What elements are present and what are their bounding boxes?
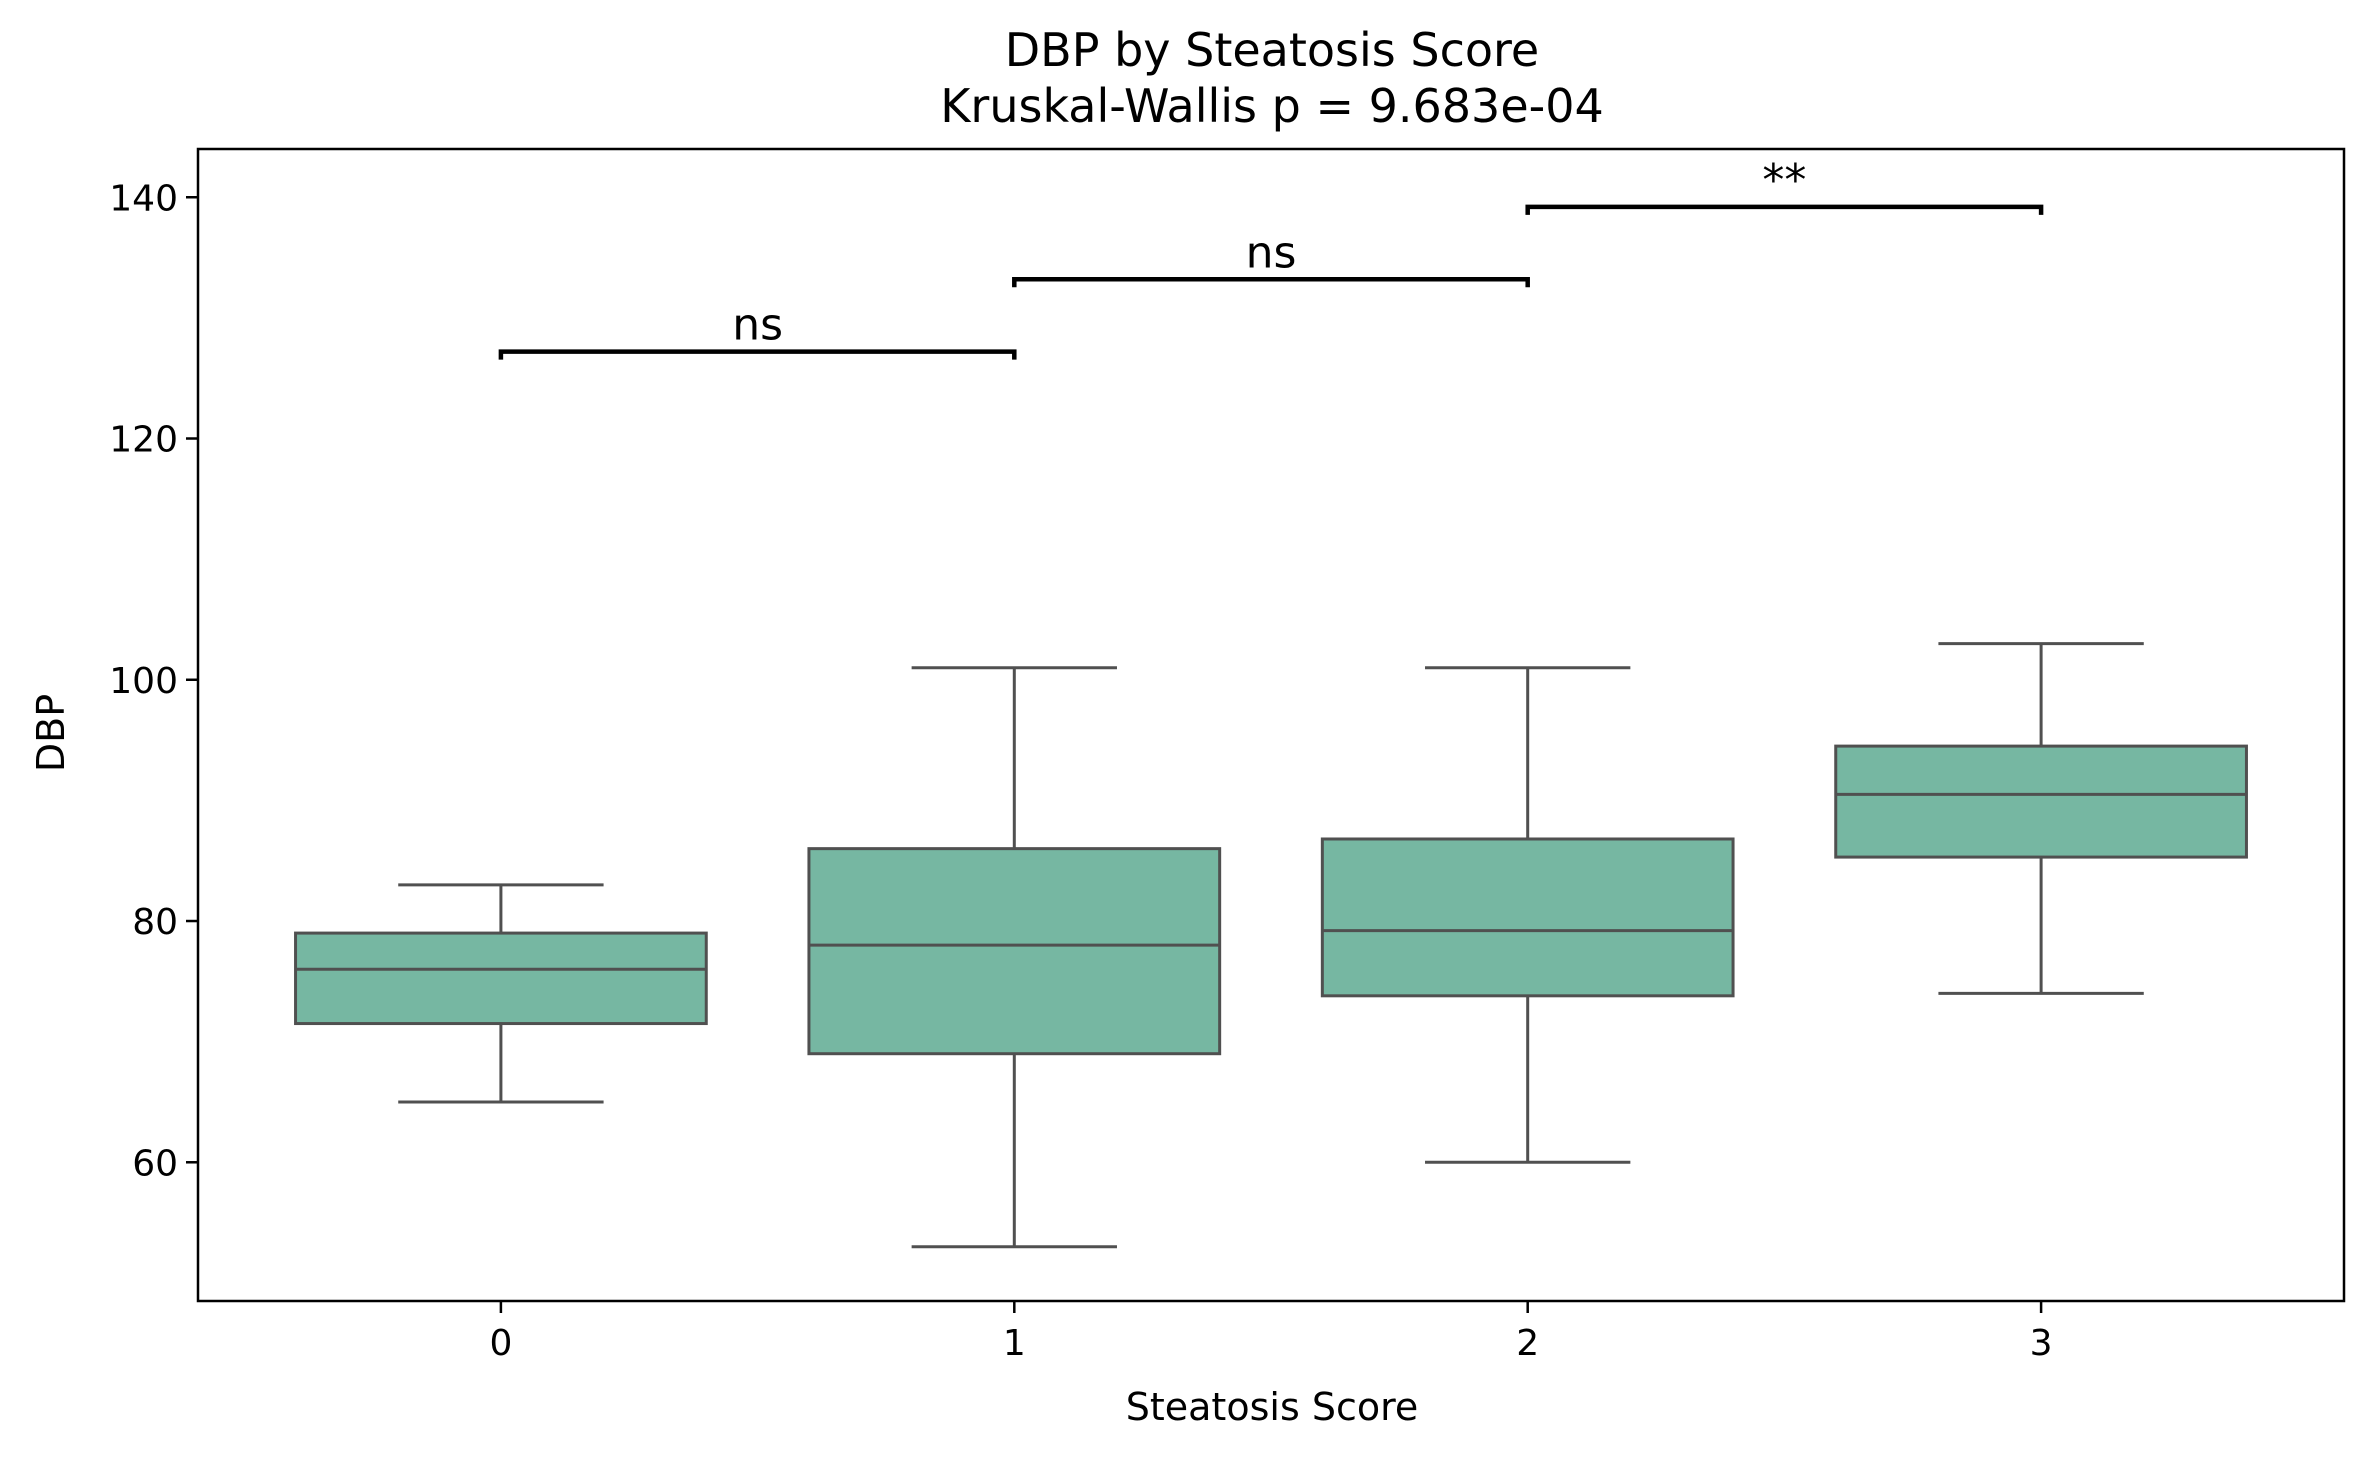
significance-label: ns <box>732 300 783 351</box>
box-iqr <box>1320 837 1735 998</box>
y-tick-label: 100 <box>109 661 178 702</box>
significance-label: ns <box>1246 227 1297 278</box>
x-tick-label: 2 <box>1516 1323 1539 1364</box>
chart-title: DBP by Steatosis Score <box>1005 23 1539 77</box>
y-tick-label: 60 <box>132 1143 178 1184</box>
x-tick-label: 3 <box>2030 1323 2053 1364</box>
plot-frame <box>196 147 2346 1303</box>
y-tick-label: 80 <box>132 902 178 943</box>
significance-label: ** <box>1762 155 1806 206</box>
x-tick-label: 1 <box>1003 1323 1026 1364</box>
box-iqr <box>807 847 1222 1056</box>
box-iqr <box>294 931 708 1026</box>
box-iqr <box>1834 744 2248 859</box>
x-tick-label: 0 <box>489 1323 512 1364</box>
significance-bracket <box>1012 277 1530 288</box>
plot-area: 60 80 100 120 140 0 1 2 3 ns ns ** <box>109 155 2248 1364</box>
x-axis-label: Steatosis Score <box>1126 1385 1419 1429</box>
significance-bracket <box>1525 204 2044 215</box>
chart-subtitle: Kruskal-Wallis p = 9.683e-04 <box>940 79 1604 133</box>
y-tick-label: 120 <box>109 420 178 461</box>
y-tick-label: 140 <box>109 178 178 219</box>
y-axis-label: DBP <box>29 694 73 772</box>
significance-bracket <box>498 349 1017 360</box>
